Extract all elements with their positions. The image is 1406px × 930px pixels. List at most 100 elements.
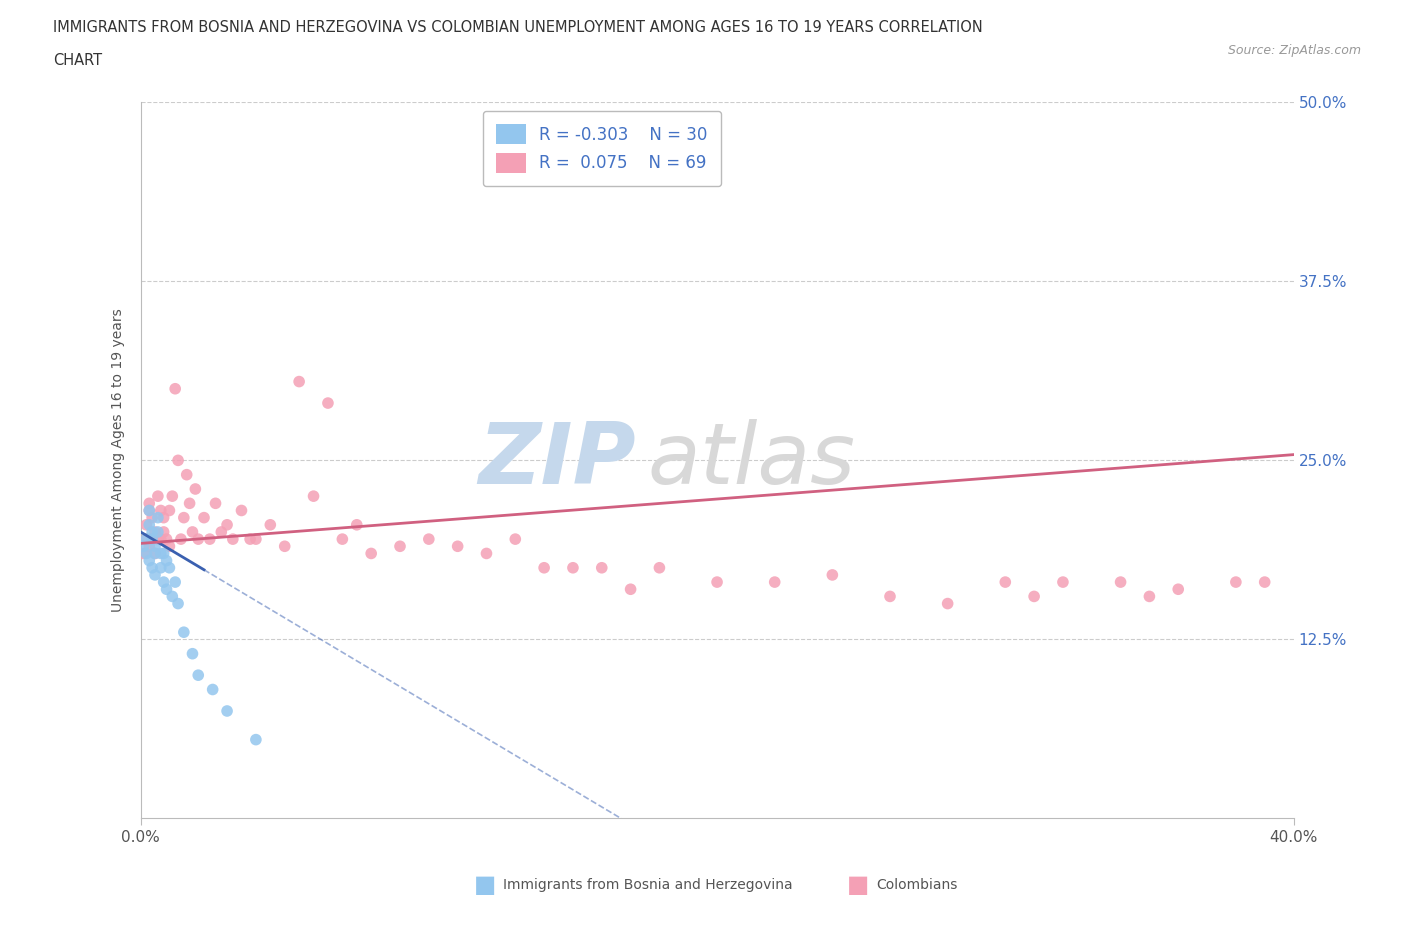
Point [1052, 575, 1074, 590]
Point [143, 525, 166, 539]
Point [316, 395, 339, 410]
Point [936, 596, 959, 611]
Point [533, 560, 555, 575]
Point [821, 567, 844, 582]
Point [167, 596, 190, 611]
Point [149, 560, 172, 575]
Point [302, 489, 325, 504]
Text: ■: ■ [474, 873, 496, 897]
Point [143, 546, 166, 561]
Point [648, 560, 671, 575]
Point [162, 589, 184, 604]
Text: Source: ZipAtlas.com: Source: ZipAtlas.com [1227, 44, 1361, 57]
Point [181, 646, 204, 661]
Point [475, 546, 498, 561]
Point [146, 525, 169, 539]
Point [879, 589, 901, 604]
Text: ■: ■ [846, 873, 869, 897]
Point [143, 546, 166, 561]
Point [245, 732, 267, 747]
Point [149, 503, 172, 518]
Text: atlas: atlas [648, 418, 856, 502]
Point [135, 546, 157, 561]
Point [1254, 575, 1277, 590]
Point [165, 381, 187, 396]
Point [159, 538, 180, 553]
Point [159, 560, 180, 575]
Point [138, 496, 160, 511]
Point [332, 532, 354, 547]
Point [217, 704, 239, 719]
Point [360, 546, 382, 561]
Point [591, 560, 613, 575]
Point [155, 532, 177, 547]
Point [152, 575, 174, 590]
Point [141, 532, 163, 547]
Point [152, 546, 174, 561]
Point [141, 560, 163, 575]
Point [141, 511, 163, 525]
Point [170, 532, 193, 547]
Point [159, 503, 180, 518]
Point [176, 467, 198, 482]
Point [149, 546, 172, 561]
Point [155, 553, 177, 568]
Point [143, 538, 166, 553]
Point [152, 525, 174, 539]
Point [132, 538, 155, 553]
Legend: R = -0.303    N = 30, R =  0.075    N = 69: R = -0.303 N = 30, R = 0.075 N = 69 [482, 111, 721, 186]
Point [1225, 575, 1247, 590]
Text: ZIP: ZIP [478, 418, 637, 502]
Point [149, 532, 172, 547]
Point [418, 532, 440, 547]
Point [288, 374, 311, 389]
Point [187, 668, 209, 683]
Point [141, 525, 163, 539]
Point [1139, 589, 1161, 604]
Point [138, 503, 160, 518]
Point [763, 575, 786, 590]
Point [179, 496, 201, 511]
Point [562, 560, 585, 575]
Text: Immigrants from Bosnia and Herzegovina: Immigrants from Bosnia and Herzegovina [503, 878, 793, 893]
Point [173, 511, 195, 525]
Point [239, 532, 262, 547]
Point [135, 532, 157, 547]
Text: CHART: CHART [53, 53, 103, 68]
Point [388, 538, 411, 553]
Point [706, 575, 728, 590]
Text: IMMIGRANTS FROM BOSNIA AND HERZEGOVINA VS COLOMBIAN UNEMPLOYMENT AMONG AGES 16 T: IMMIGRANTS FROM BOSNIA AND HERZEGOVINA V… [53, 20, 983, 35]
Point [152, 511, 174, 525]
Point [204, 496, 226, 511]
Point [146, 532, 169, 547]
Point [165, 575, 187, 590]
Point [155, 582, 177, 597]
Point [447, 538, 470, 553]
Text: Colombians: Colombians [876, 878, 957, 893]
Point [135, 532, 157, 547]
Point [619, 582, 641, 597]
Point [162, 489, 184, 504]
Point [135, 517, 157, 532]
Point [181, 525, 204, 539]
Point [209, 525, 232, 539]
Point [167, 453, 190, 468]
Point [1109, 575, 1132, 590]
Point [994, 575, 1017, 590]
Point [184, 482, 207, 497]
Point [187, 532, 209, 547]
Point [1167, 582, 1189, 597]
Point [193, 511, 215, 525]
Point [198, 532, 221, 547]
Point [146, 511, 169, 525]
Point [146, 489, 169, 504]
Point [138, 517, 160, 532]
Point [503, 532, 526, 547]
Point [138, 538, 160, 553]
Point [141, 532, 163, 547]
Y-axis label: Unemployment Among Ages 16 to 19 years: Unemployment Among Ages 16 to 19 years [111, 309, 125, 612]
Point [201, 682, 224, 697]
Point [143, 567, 166, 582]
Point [1024, 589, 1046, 604]
Point [138, 553, 160, 568]
